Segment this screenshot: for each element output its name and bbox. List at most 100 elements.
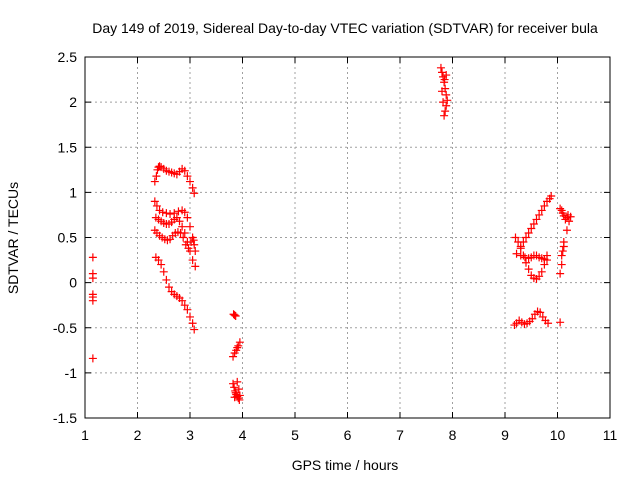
- data-point: [438, 68, 446, 77]
- data-point: [522, 258, 530, 267]
- data-point: [183, 213, 192, 222]
- data-point: [188, 256, 197, 265]
- data-point: [442, 71, 451, 80]
- data-point: [162, 209, 171, 218]
- data-point: [191, 262, 200, 271]
- data-point: [88, 296, 97, 305]
- data-point: [186, 177, 194, 186]
- data-point: [529, 219, 538, 228]
- data-point: [556, 204, 565, 213]
- data-point: [527, 224, 536, 233]
- x-tick-label: 11: [603, 427, 618, 443]
- data-point: [543, 256, 551, 265]
- data-point: [233, 343, 242, 352]
- data-point: [540, 201, 549, 210]
- data-point: [150, 177, 159, 186]
- data-point: [524, 228, 533, 237]
- data-point: [180, 166, 189, 175]
- data-point: [188, 319, 197, 328]
- data-point: [235, 391, 244, 400]
- y-tick-label: -1: [65, 365, 78, 381]
- y-tick-label: 2: [69, 94, 77, 110]
- data-point: [535, 272, 544, 281]
- data-point: [190, 325, 199, 334]
- x-tick-label: 8: [449, 427, 457, 443]
- data-point: [537, 267, 546, 276]
- data-point: [532, 215, 541, 224]
- x-tick-label: 5: [291, 427, 299, 443]
- data-point: [229, 352, 238, 361]
- y-tick-label: -1.5: [53, 410, 77, 426]
- data-point: [440, 75, 449, 84]
- data-point: [166, 210, 175, 219]
- y-tick-label: -0.5: [53, 320, 77, 336]
- data-point: [536, 308, 545, 317]
- data-point: [565, 217, 574, 226]
- data-point: [189, 236, 198, 245]
- data-point: [441, 107, 450, 116]
- data-point: [443, 96, 452, 105]
- data-point: [178, 222, 187, 231]
- y-tick-label: 2.5: [58, 49, 78, 65]
- data-point: [152, 172, 161, 181]
- data-point: [511, 233, 520, 242]
- data-point: [436, 63, 445, 72]
- data-point: [158, 208, 167, 217]
- data-point: [544, 319, 553, 328]
- axis-ticks: [84, 56, 611, 419]
- data-point: [556, 269, 565, 278]
- x-tick-label: 3: [186, 427, 194, 443]
- y-axis-tick-labels: -1.5 -1 -0.5 0 0.5 1 1.5 2 2.5: [53, 49, 77, 426]
- data-point: [186, 222, 194, 231]
- data-point: [165, 283, 173, 292]
- data-point: [558, 247, 567, 256]
- x-axis-title: GPS time / hours: [292, 457, 399, 473]
- data-point: [566, 212, 575, 221]
- x-tick-label: 1: [81, 427, 89, 443]
- y-tick-label: 1.5: [58, 139, 78, 155]
- data-point: [190, 189, 199, 198]
- data-point: [230, 383, 239, 392]
- data-point: [562, 226, 571, 235]
- data-point: [186, 312, 194, 321]
- data-point: [235, 338, 244, 347]
- data-point: [559, 242, 568, 251]
- data-point: [233, 377, 242, 386]
- data-point: [179, 233, 188, 242]
- data-point: [184, 244, 193, 253]
- data-point: [439, 98, 448, 107]
- data-point: [229, 310, 238, 319]
- y-tick-label: 0: [69, 275, 77, 291]
- x-tick-label: 2: [134, 427, 142, 443]
- data-point: [154, 256, 163, 265]
- data-point: [178, 296, 187, 305]
- data-point: [162, 275, 171, 284]
- x-tick-label: 4: [239, 427, 247, 443]
- grid: [85, 57, 610, 418]
- data-point: [152, 201, 161, 210]
- data-point: [519, 238, 528, 247]
- x-tick-label: 7: [396, 427, 404, 443]
- data-point: [524, 265, 533, 274]
- data-point: [88, 274, 97, 283]
- data-point: [556, 318, 565, 327]
- data-point: [557, 260, 566, 269]
- chart-title: Day 149 of 2019, Sidereal Day-to-day VTE…: [92, 20, 598, 36]
- x-axis-tick-labels: 1 2 3 4 5 6 7 8 9 10 11: [81, 427, 617, 443]
- data-point: [180, 208, 189, 217]
- y-tick-label: 1: [69, 184, 77, 200]
- data-point: [231, 312, 240, 321]
- data-point: [88, 253, 97, 262]
- data-point: [522, 233, 530, 242]
- data-point: [155, 162, 164, 171]
- data-point: [183, 172, 192, 181]
- data-point: [174, 207, 183, 216]
- data-point: [440, 111, 449, 120]
- data-point: [159, 267, 168, 276]
- x-tick-label: 6: [344, 427, 352, 443]
- data-point: [150, 197, 159, 206]
- data-point: [442, 90, 451, 99]
- data-point: [557, 251, 566, 260]
- data-point: [512, 249, 521, 258]
- data-point: [438, 87, 446, 96]
